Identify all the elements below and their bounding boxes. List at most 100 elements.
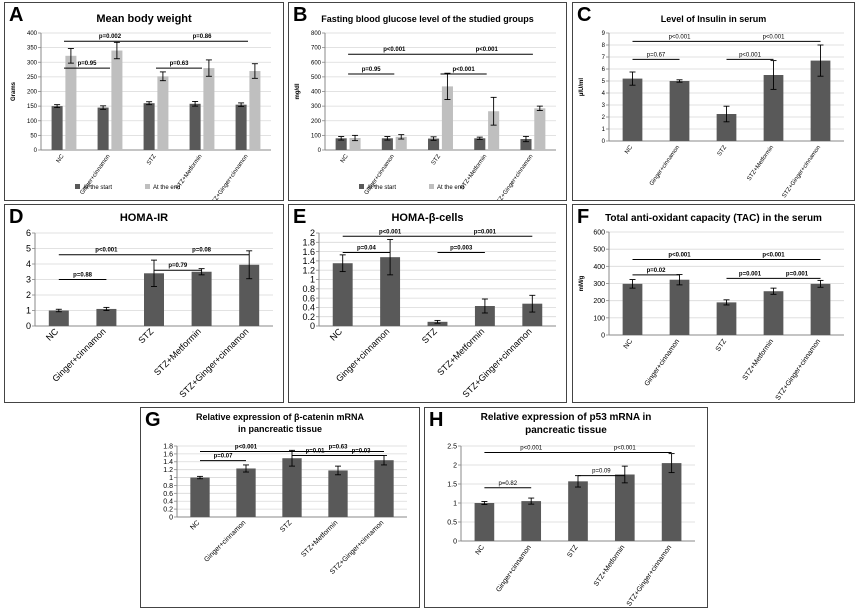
chart-b-pvalue-label: p<0.001: [476, 47, 499, 53]
chart-f-bar-3: [716, 302, 737, 335]
chart-h-ytick-label: 0: [453, 538, 457, 545]
chart-a-bar-end-4: [203, 68, 215, 150]
chart-a-bar-end-5: [249, 71, 261, 150]
chart-b-bar-end-3: [441, 86, 453, 150]
chart-b-ytick-label: 200: [311, 119, 322, 125]
chart-g-bar-4: [328, 470, 348, 517]
chart-c-ytick-label: 7: [602, 55, 606, 61]
chart-c-category-label: STZ+Ginger+cinnamon: [781, 145, 822, 200]
chart-e-ytick-label: 0: [310, 321, 315, 331]
chart-d-bar-4: [191, 271, 212, 326]
chart-b-legend-label: At the start: [367, 185, 396, 191]
chart-g-ytick-label: 1.8: [163, 443, 173, 450]
chart-a-legend-label: At the end: [153, 185, 180, 191]
chart-a-ytick-label: 200: [27, 90, 38, 96]
chart-a-bar-end-2: [111, 50, 123, 150]
chart-d-title: HOMA-IR: [120, 212, 168, 224]
chart-h-bar-4: [614, 474, 635, 541]
chart-e-ytick-label: 0.6: [302, 293, 315, 303]
chart-a-ytick-label: 150: [27, 104, 38, 110]
chart-a-bar-start-1: [51, 106, 63, 150]
chart-a-bar-start-3: [143, 103, 155, 150]
chart-d-pvalue-label: p=0.88: [73, 273, 93, 279]
chart-c-ytick-label: 4: [602, 91, 606, 97]
chart-c-bar-2: [669, 81, 690, 141]
chart-c-ytick-label: 8: [602, 43, 606, 49]
chart-a-ytick-label: 350: [27, 46, 38, 52]
chart-g-ytick-label: 1.6: [163, 451, 173, 458]
chart-c-bar-3: [716, 114, 737, 141]
chart-a-bar-start-2: [97, 107, 109, 150]
chart-panel-c: Level of Insulin in serum 0 1 2 3 4 5 6 7 8 9 µIU/m…: [572, 2, 855, 201]
chart-b-bar-start-1: [335, 138, 347, 150]
chart-b-svg: Fasting blood glucose level of the studi…: [295, 14, 556, 200]
chart-a-ytick-label: 400: [27, 31, 38, 37]
chart-f-bar-1: [622, 283, 643, 335]
chart-a-ylabel: Grams: [11, 81, 17, 101]
chart-b-bar-start-3: [428, 138, 440, 150]
chart-b-ytick-label: 400: [311, 90, 322, 96]
chart-b-ytick-label: 300: [311, 104, 322, 110]
chart-a-category-label: NC: [56, 153, 66, 164]
chart-e-ytick-label: 1.6: [302, 247, 315, 257]
chart-b-ytick-label: 500: [311, 75, 322, 81]
chart-g-bar-1: [190, 477, 210, 517]
panel-letter-g: G: [145, 409, 161, 431]
chart-a-category-label: STZ+Ginger+cinnamon: [209, 154, 250, 200]
chart-f-category-label: STZ: [715, 338, 729, 353]
chart-a-bar-end-1: [65, 55, 77, 150]
chart-c-category-label: STZ: [717, 144, 729, 157]
chart-h-ytick-label: 1.5: [447, 481, 457, 488]
chart-g-ytick-label: 0.8: [163, 483, 173, 490]
chart-g-pvalue-label: p=0.07: [214, 454, 234, 460]
chart-panel-f: Total anti-oxidant capacity (TAC) in the…: [572, 204, 855, 403]
chart-d-pvalue-label: p=0.08: [192, 248, 212, 254]
chart-e-category-label: NC: [328, 326, 345, 343]
chart-f-ylabel: mM/g: [579, 275, 585, 291]
chart-e-ytick-label: 2: [310, 228, 315, 238]
chart-a-ytick-label: 0: [34, 148, 38, 154]
chart-a-category-label: STZ: [146, 153, 158, 166]
chart-f-category-label: NC: [623, 338, 635, 350]
chart-e-bar-2: [380, 257, 401, 326]
chart-e-ytick-label: 1.2: [302, 265, 315, 275]
chart-b-bar-start-4: [474, 138, 486, 150]
chart-c-pvalue-label: p<0.001: [669, 34, 692, 40]
chart-h-title-line-2: pancreatic tissue: [525, 425, 607, 436]
chart-g-pvalue-label: p=0.63: [329, 445, 349, 451]
chart-d-category-label: STZ+Metformin: [152, 326, 203, 377]
chart-c-bar-4: [763, 75, 784, 141]
panel-letter-d: D: [9, 206, 24, 228]
chart-e-category-label: STZ+Metformin: [435, 326, 486, 377]
chart-h-ytick-label: 2.5: [447, 443, 457, 450]
chart-g-pvalue-label: p=0.03: [352, 448, 372, 454]
chart-b-pvalue-label: p=0.95: [362, 67, 382, 73]
panel-letter-b: B: [293, 4, 308, 26]
chart-panel-b: Fasting blood glucose level of the studi…: [288, 2, 567, 201]
chart-g-ytick-label: 1.2: [163, 467, 173, 474]
chart-d-bar-2: [96, 308, 117, 326]
chart-panel-d: HOMA-IR 0 1 2 3 4 5 6 NC Ginger+cinnamon STZ STZ+Me…: [4, 204, 284, 403]
chart-h-category-label: NC: [474, 544, 486, 556]
chart-c-pvalue-label: p=0.67: [647, 52, 666, 58]
chart-c-category-label: Ginger+cinnamon: [649, 145, 681, 187]
chart-g-ytick-label: 1.4: [163, 459, 173, 466]
chart-e-pvalue-label: p=0.003: [450, 246, 473, 252]
panel-letter-c: C: [577, 4, 592, 26]
chart-e-pvalue-label: p=0.001: [474, 229, 497, 235]
chart-c-title: Level of Insulin in serum: [661, 14, 767, 24]
chart-e-category-label: Ginger+cinnamon: [334, 326, 391, 383]
chart-c-category-label: STZ+Metformin: [746, 145, 775, 182]
chart-g-pvalue-label: p=0.01: [306, 448, 326, 454]
chart-f-pvalue-label: p=0.001: [739, 271, 762, 277]
chart-panel-g: Relative expression of β-catenin mRNA in …: [140, 407, 420, 608]
chart-a-pvalue-label: p=0.63: [170, 61, 190, 67]
chart-g-bar-2: [236, 468, 256, 517]
chart-c-svg: Level of Insulin in serum 0 1 2 3 4 5 6 7 8 9 µIU/m…: [579, 14, 844, 200]
chart-d-bar-5: [239, 264, 260, 326]
chart-e-ytick-label: 0.8: [302, 284, 315, 294]
chart-b-title: Fasting blood glucose level of the studi…: [321, 14, 534, 24]
chart-a-ytick-label: 100: [27, 119, 38, 125]
chart-c-ytick-label: 0: [602, 139, 606, 145]
